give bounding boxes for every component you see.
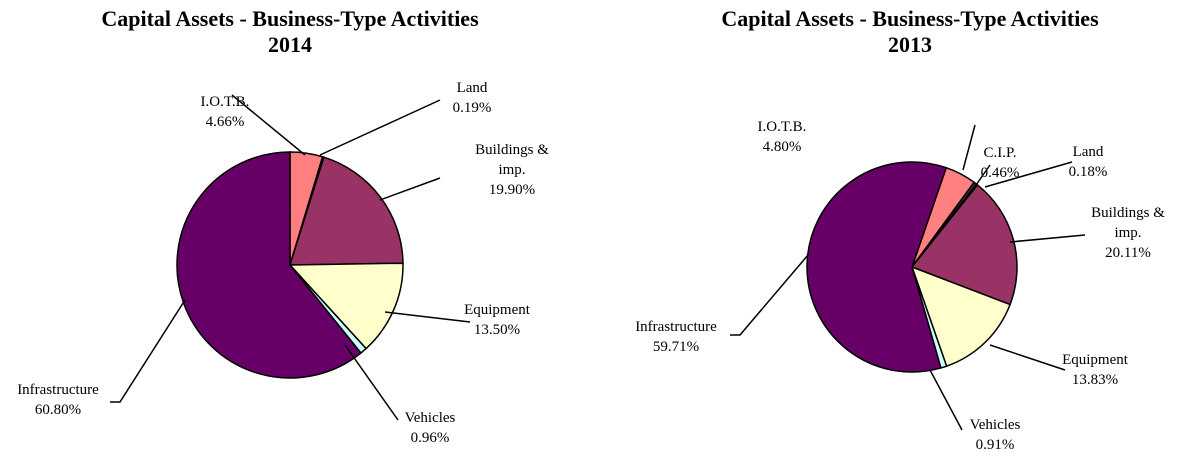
slice-value: 60.80% [34,402,82,418]
slice-name: Land [456,80,488,96]
slice-label: Infrastructure 59.71% [621,317,731,357]
pie-slice [910,183,1018,306]
slice-label: Land 0.18% [1058,142,1118,182]
title-line: Capital Assets - Business-Type Activitie… [721,6,1099,31]
slice-value: 13.83% [1071,372,1119,388]
slice-value: 19.90% [488,182,536,198]
slice-label: I.O.T.B. 4.80% [742,117,822,157]
leader-line [975,164,991,186]
subtitle-line: 2013 [888,32,932,57]
slice-label: Buildings & imp. 19.90% [467,140,557,200]
leader-line [344,344,399,421]
slice-name: I.O.T.B. [757,119,807,135]
slice-value: 0.18% [1068,164,1108,180]
slice-label: Buildings & imp. 20.11% [1083,203,1173,263]
leader-line [231,94,306,156]
slice-name: Infrastructure [635,319,717,335]
slice-value: 13.50% [473,322,521,338]
slice-name: Buildings & imp. [1091,205,1165,241]
slice-label: I.O.T.B. 4.66% [180,92,270,132]
leader-line [110,299,186,403]
slice-value: 4.66% [205,114,245,130]
slice-name: C.I.P. [983,145,1017,161]
subtitle-line: 2014 [268,32,312,57]
chart-title: Capital Assets - Business-Type Activitie… [660,6,1160,58]
slice-label: Vehicles 0.91% [955,415,1035,455]
leader-line [1009,234,1086,243]
slice-label: C.I.P. 0.46% [970,143,1030,183]
slice-label: Vehicles 0.96% [390,408,470,448]
slice-value: 20.11% [1105,245,1151,261]
slice-value: 59.71% [652,339,700,355]
slice-label: Land 0.19% [437,78,507,118]
leader-line [984,161,1073,188]
slice-name: Vehicles [404,410,456,426]
slice-label: Infrastructure 60.80% [3,380,113,420]
leader-line [929,369,963,431]
slice-name: Land [1072,144,1104,160]
slice-label: Equipment 13.50% [452,300,542,340]
leader-line [384,311,471,323]
chart-title: Capital Assets - Business-Type Activitie… [40,6,540,58]
title-line: Capital Assets - Business-Type Activitie… [101,6,479,31]
slice-value: 0.91% [975,437,1015,453]
slice-name: Infrastructure [17,382,99,398]
leader-line [962,124,976,171]
slice-name: Equipment [1062,352,1128,368]
leader-line [319,99,441,156]
slice-name: I.O.T.B. [200,94,250,110]
pie-slice [288,262,404,350]
leader-line [379,177,441,201]
slice-value: 0.46% [980,165,1020,181]
pie-slice [288,156,404,266]
slice-name: Vehicles [969,417,1021,433]
leader-line [730,254,809,336]
slice-value: 0.19% [452,100,492,116]
slice-name: Buildings & imp. [475,142,549,178]
slice-label: Equipment 13.83% [1050,350,1140,390]
pie-slice [910,265,1012,368]
slice-value: 0.96% [410,430,450,446]
leader-line [989,344,1066,371]
slice-name: Equipment [464,302,530,318]
slice-value: 4.80% [762,139,802,155]
pie-slice [806,161,948,373]
